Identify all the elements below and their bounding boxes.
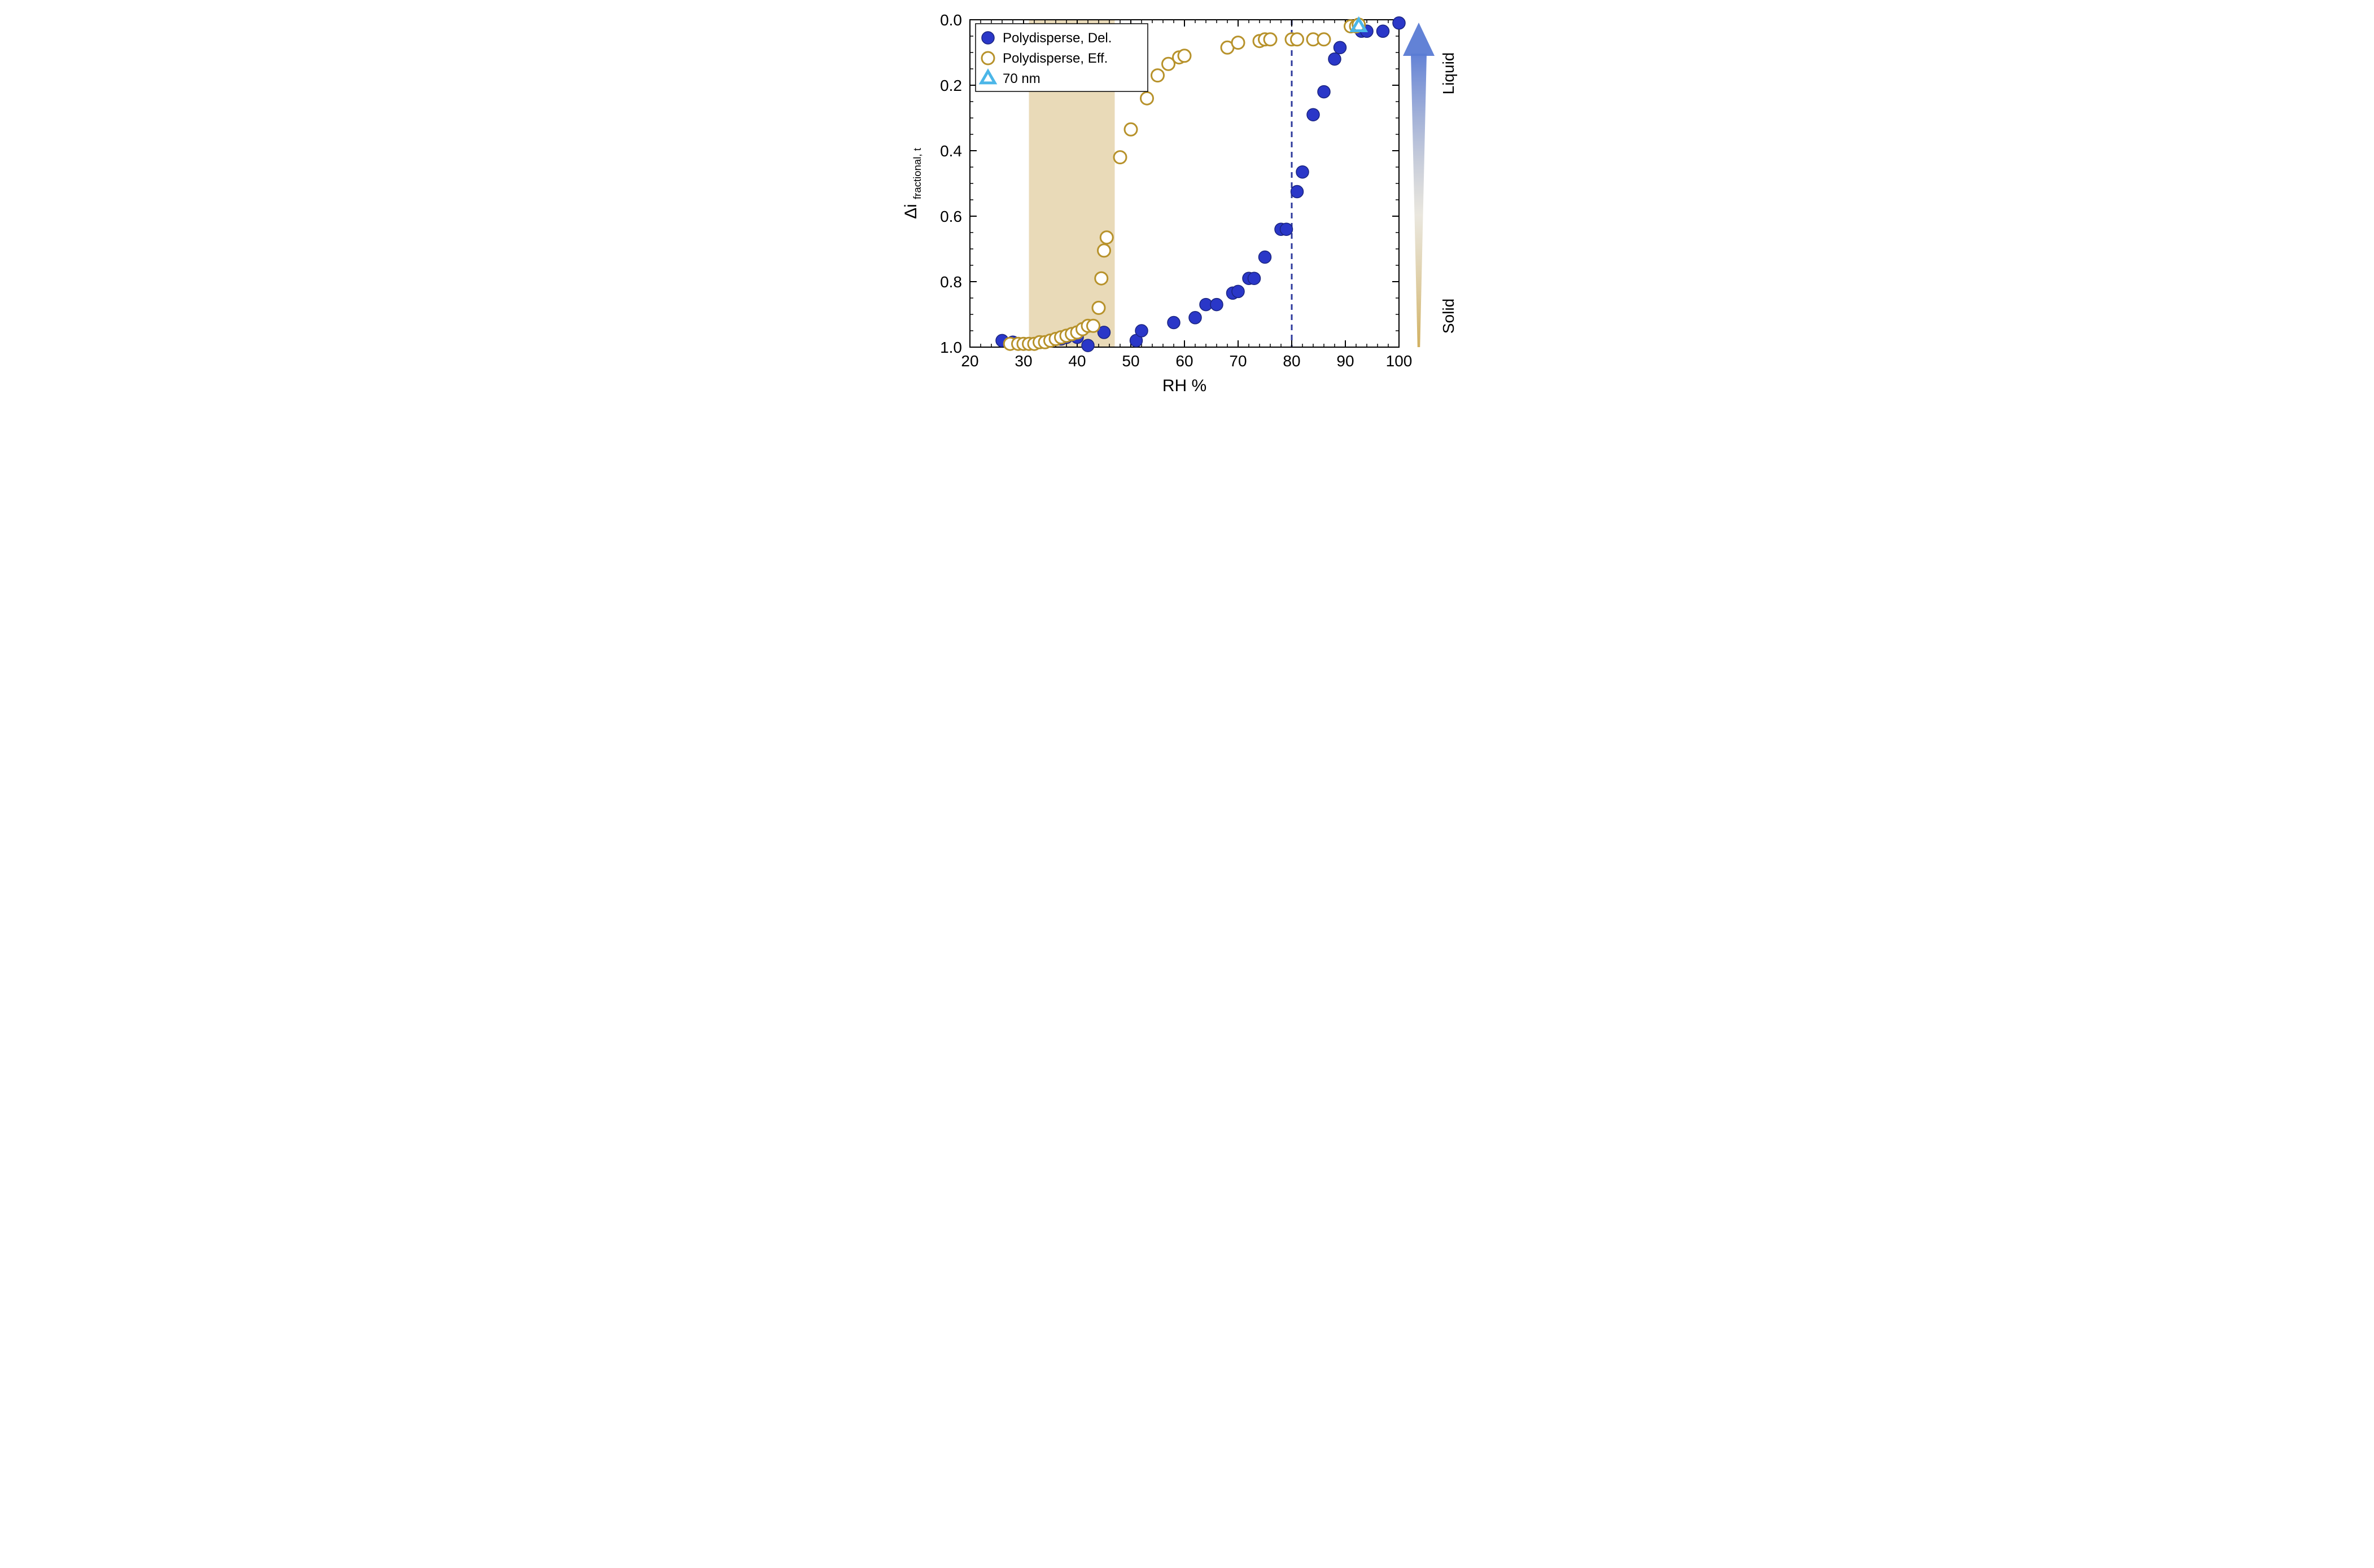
x-axis-label: RH % [1162, 376, 1206, 395]
x-tick-label: 50 [1122, 352, 1139, 370]
y-axis-label: Δi fractional, t [902, 147, 923, 219]
x-tick-label: 80 [1283, 352, 1300, 370]
phase-arrow-head [1403, 23, 1435, 56]
x-tick-label: 100 [1385, 352, 1412, 370]
chart-container: 20 30 40 50 60 70 80 90 100 RH % 0.0 0.2 0.4 0.6 0.8 1.… [891, 11, 1484, 403]
x-tick-label: 60 [1175, 352, 1193, 370]
x-tick-label: 20 [961, 352, 978, 370]
y-tick-label: 0.2 [940, 77, 962, 94]
svg-text:Δi fractional, t: Δi fractional, t [902, 147, 923, 219]
phase-arrow-shaft [1411, 54, 1427, 347]
x-tick-label: 40 [1068, 352, 1086, 370]
y-tick-label: 0.8 [940, 273, 962, 291]
y-tick-label: 1.0 [940, 339, 962, 356]
phase-label-liquid: Liquid [1440, 52, 1457, 95]
legend-label: Polydisperse, Del. [1003, 30, 1112, 46]
x-tick-label: 30 [1015, 352, 1032, 370]
x-tick-label: 70 [1229, 352, 1247, 370]
y-tick-label: 0.4 [940, 142, 962, 160]
phase-label-solid: Solid [1440, 299, 1457, 334]
scatter-chart: 20 30 40 50 60 70 80 90 100 RH % 0.0 0.2 0.4 0.6 0.8 1.… [891, 11, 1484, 403]
x-tick-label: 90 [1336, 352, 1354, 370]
y-tick-label: 0.0 [940, 11, 962, 29]
y-tick-label: 0.6 [940, 208, 962, 225]
legend-label: Polydisperse, Eff. [1003, 51, 1108, 66]
legend-label: 70 nm [1003, 71, 1040, 86]
